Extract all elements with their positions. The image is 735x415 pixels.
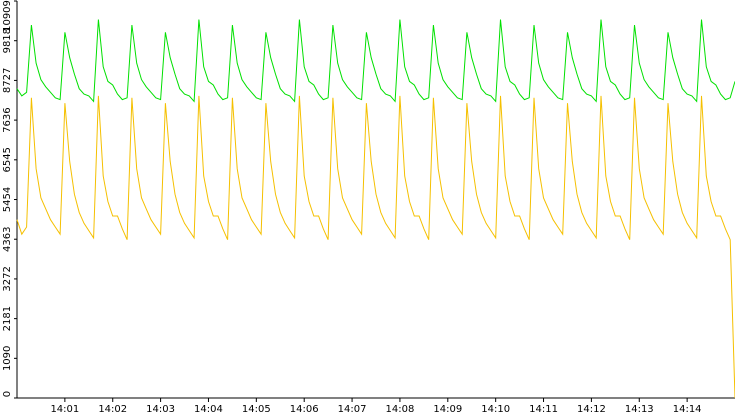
series-line [16, 95, 735, 399]
x-tick-label: 14:03 [146, 404, 175, 415]
x-tick-label: 14:11 [529, 404, 558, 415]
x-tick-label: 14:14 [673, 404, 702, 415]
y-tick-label: 9818 [2, 28, 13, 53]
x-tick-label: 14:10 [481, 404, 510, 415]
y-tick-label: 5454 [2, 187, 13, 212]
y-tick-label: 2181 [2, 306, 13, 331]
x-tick-label: 14:08 [386, 404, 415, 415]
y-tick-label: 1090 [2, 346, 13, 371]
y-tick-label: 10909 [2, 0, 13, 32]
x-tick-label: 14:04 [194, 404, 223, 415]
x-tick-label: 14:13 [625, 404, 654, 415]
series-line [16, 19, 735, 103]
x-tick-label: 14:02 [98, 404, 127, 415]
y-tick-label: 4363 [2, 226, 13, 251]
x-tick-label: 14:05 [242, 404, 271, 415]
y-tick-label: 0 [2, 391, 13, 397]
x-tick-label: 14:06 [290, 404, 319, 415]
y-tick-label: 7636 [2, 107, 13, 132]
y-tick-label: 3272 [2, 266, 13, 291]
x-tick-label: 14:09 [433, 404, 462, 415]
x-tick-label: 14:01 [50, 404, 79, 415]
x-tick-label: 14:07 [338, 404, 367, 415]
y-tick-label: 8727 [2, 68, 13, 93]
x-tick-label: 14:12 [577, 404, 606, 415]
y-tick-label: 6545 [2, 147, 13, 172]
